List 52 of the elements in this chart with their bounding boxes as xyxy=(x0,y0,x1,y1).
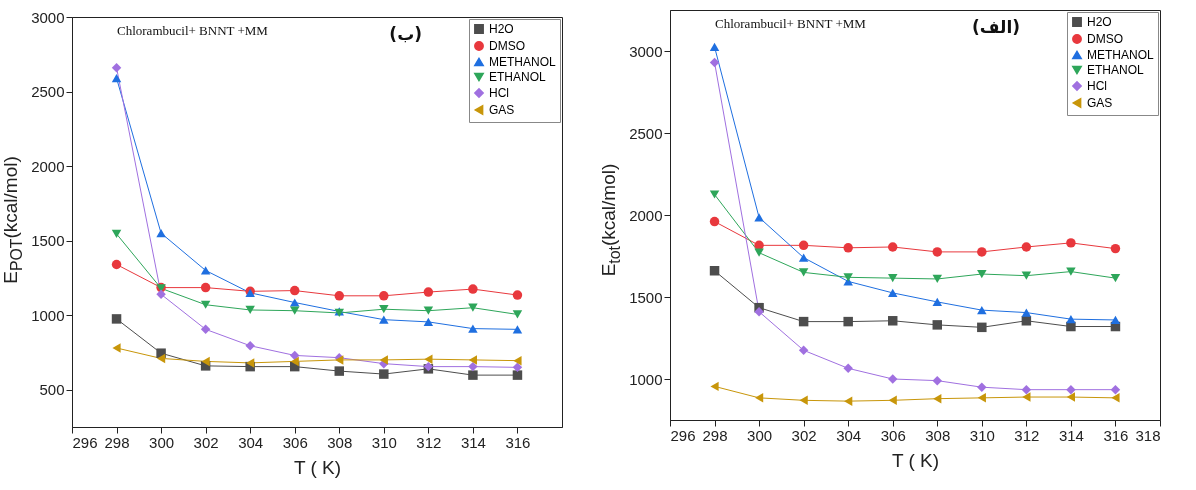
y-tick-label: 1500 xyxy=(31,232,65,250)
legend-label: ETHANOL xyxy=(1087,63,1144,77)
annotation: (ب) xyxy=(389,24,422,44)
y-tick-label: 3000 xyxy=(629,42,663,60)
legend-label: GAS xyxy=(1087,96,1113,110)
x-tick-label: 310 xyxy=(969,426,995,444)
x-tick-label: 310 xyxy=(371,433,397,451)
legend-label: METHANOL xyxy=(489,55,556,69)
x-tick-label: 302 xyxy=(193,433,219,451)
x-axis-title: T ( K) xyxy=(891,449,940,471)
legend-label: DMSO xyxy=(489,39,525,53)
y-tick-label: 1000 xyxy=(629,370,663,388)
legend-label: METHANOL xyxy=(1087,48,1154,62)
x-axis-title: T ( K) xyxy=(293,456,342,478)
y-tick-label: 3000 xyxy=(31,8,65,26)
x-tick-label: 312 xyxy=(416,433,442,451)
y-tick-label: 2500 xyxy=(31,83,65,101)
x-tick-label: 316 xyxy=(1103,426,1129,444)
y-tick-label: 1000 xyxy=(31,306,65,324)
x-tick-label: 314 xyxy=(1058,426,1084,444)
legend-label: H2O xyxy=(489,22,514,36)
legend-label: GAS xyxy=(489,103,515,117)
legend-label: ETHANOL xyxy=(489,70,546,84)
x-tick-label: 318 xyxy=(1135,426,1161,444)
x-tick-label: 304 xyxy=(238,433,264,451)
x-tick-label: 298 xyxy=(702,426,728,444)
legend-label: H2O xyxy=(1087,15,1112,29)
annotation: Chlorambucil+ BNNT +MM xyxy=(715,16,867,31)
x-tick-label: 304 xyxy=(836,426,862,444)
x-tick-label: 308 xyxy=(327,433,353,451)
x-tick-label: 296 xyxy=(72,433,98,451)
x-tick-label: 296 xyxy=(670,426,696,444)
x-tick-label: 306 xyxy=(880,426,906,444)
legend-label: DMSO xyxy=(1087,32,1123,46)
x-tick-label: 300 xyxy=(747,426,773,444)
y-tick-label: 500 xyxy=(39,381,65,399)
x-tick-label: 300 xyxy=(149,433,175,451)
x-tick-label: 298 xyxy=(104,433,130,451)
y-tick-label: 2000 xyxy=(31,157,65,175)
y-tick-label: 1500 xyxy=(629,288,663,306)
y-tick-label: 2500 xyxy=(629,124,663,142)
x-tick-label: 302 xyxy=(791,426,817,444)
annotation: Chlorambucil+ BNNT +MM xyxy=(117,23,269,38)
legend-label: HCl xyxy=(489,86,509,100)
x-tick-label: 306 xyxy=(282,433,308,451)
x-tick-label: 312 xyxy=(1014,426,1040,444)
x-tick-label: 308 xyxy=(925,426,951,444)
y-tick-label: 2000 xyxy=(629,206,663,224)
x-tick-label: 314 xyxy=(460,433,486,451)
legend-label: HCl xyxy=(1087,79,1107,93)
x-tick-label: 316 xyxy=(505,433,531,451)
annotation: (الف) xyxy=(971,17,1020,37)
